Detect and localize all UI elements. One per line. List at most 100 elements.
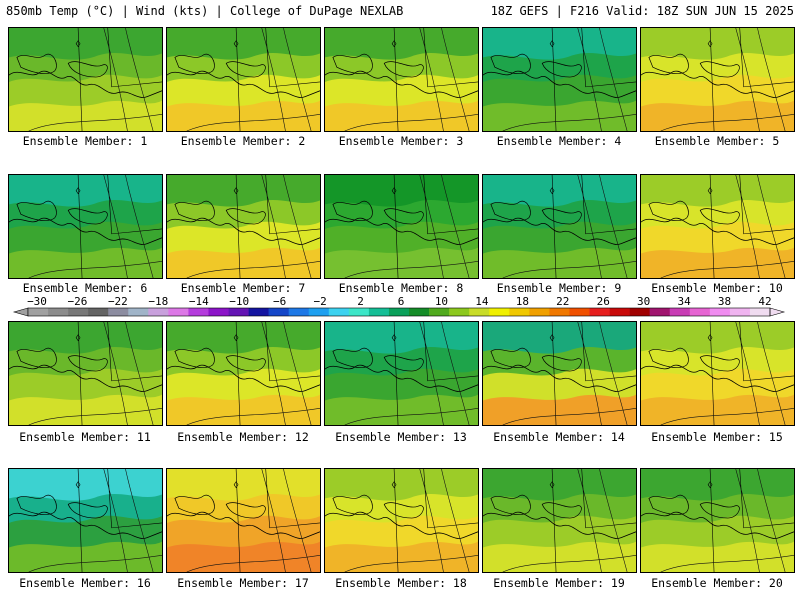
map-title: 850mb Temp (°C) | Wind (kts) | College o… <box>6 4 404 18</box>
colorbar-swatch <box>88 308 109 316</box>
colorbar-swatch <box>108 308 129 316</box>
panel-label: Ensemble Member: 2 <box>180 134 306 148</box>
map-panel <box>166 321 321 426</box>
temperature-field <box>9 28 162 131</box>
colorbar-swatch <box>469 308 490 316</box>
colorbar-swatch <box>348 308 370 316</box>
colorbar-tick-label: 18 <box>515 295 529 308</box>
colorbar-swatch <box>669 308 691 316</box>
colorbar-swatch <box>709 308 731 316</box>
colorbar-right-arrow <box>769 307 786 317</box>
colorbar-tick-label: −2 <box>313 295 327 308</box>
colorbar-swatch <box>208 308 229 316</box>
valid-time: 18Z GEFS | F216 Valid: 18Z SUN JUN 15 20… <box>490 4 794 18</box>
panel-label: Ensemble Member: 11 <box>19 430 151 444</box>
temperature-field <box>325 175 478 278</box>
panel-label: Ensemble Member: 15 <box>651 430 783 444</box>
panel-label: Ensemble Member: 5 <box>654 134 780 148</box>
colorbar-tick-label: 30 <box>637 295 651 308</box>
temperature-field <box>167 322 320 425</box>
colorbar-swatch <box>549 308 570 316</box>
panel-label: Ensemble Member: 7 <box>180 281 306 295</box>
colorbar-tick-label: 22 <box>556 295 570 308</box>
panel-label: Ensemble Member: 19 <box>493 576 625 590</box>
colorbar-swatch <box>328 308 350 316</box>
colorbar-swatch <box>288 308 310 316</box>
map-panel <box>8 174 163 279</box>
colorbar-swatch <box>148 308 169 316</box>
temperature-colorbar <box>12 307 786 317</box>
temperature-field <box>483 469 636 572</box>
colorbar-swatch <box>509 308 530 316</box>
map-panel <box>482 468 637 573</box>
colorbar-labels: −30 −26 −22 −18 −14 −10 −6 −2 2 6 10 14 18 22 26 30 34 38… <box>0 296 800 309</box>
temperature-field <box>641 469 794 572</box>
temperature-field <box>325 28 478 131</box>
colorbar-tick-label: −14 <box>188 295 209 308</box>
colorbar-swatch <box>749 308 771 316</box>
colorbar-swatch <box>188 308 209 316</box>
colorbar-tick-label: 26 <box>596 295 610 308</box>
temperature-field <box>9 175 162 278</box>
colorbar-swatch <box>409 308 430 316</box>
colorbar-tick-label: −18 <box>148 295 169 308</box>
colorbar-swatch <box>48 308 69 316</box>
colorbar-swatch <box>28 308 49 316</box>
temperature-field <box>325 469 478 572</box>
map-panel <box>324 468 479 573</box>
panel-label: Ensemble Member: 17 <box>177 576 309 590</box>
colorbar-swatch <box>248 308 269 316</box>
map-panel <box>482 321 637 426</box>
temperature-field <box>167 175 320 278</box>
colorbar-swatch <box>689 308 711 316</box>
temperature-field <box>167 469 320 572</box>
colorbar-swatch <box>529 308 550 316</box>
panel-label: Ensemble Member: 3 <box>338 134 464 148</box>
colorbar-tick-label: −6 <box>273 295 287 308</box>
colorbar-swatch <box>589 308 610 316</box>
map-panel <box>482 27 637 132</box>
map-panel <box>166 27 321 132</box>
temperature-field <box>641 28 794 131</box>
colorbar-tick-label: 42 <box>758 295 772 308</box>
temperature-field <box>483 322 636 425</box>
panel-label: Ensemble Member: 10 <box>651 281 783 295</box>
map-panel <box>8 27 163 132</box>
colorbar-swatch <box>308 308 330 316</box>
map-panel <box>482 174 637 279</box>
colorbar-tick-label: 2 <box>357 295 364 308</box>
colorbar-tick-label: −22 <box>107 295 128 308</box>
map-panel <box>166 468 321 573</box>
map-panel <box>324 27 479 132</box>
colorbar-tick-label: −26 <box>67 295 88 308</box>
map-panel <box>640 321 795 426</box>
temperature-field <box>9 469 162 572</box>
panel-label: Ensemble Member: 18 <box>335 576 467 590</box>
colorbar-tick-label: 6 <box>397 295 405 308</box>
map-panel <box>324 174 479 279</box>
temperature-field <box>167 28 320 131</box>
colorbar-tick-label: 34 <box>677 295 691 308</box>
colorbar-swatch <box>68 308 89 316</box>
panel-label: Ensemble Member: 6 <box>22 281 148 295</box>
colorbar-swatch <box>569 308 590 316</box>
colorbar-tick-label: −10 <box>229 295 250 308</box>
panel-label: Ensemble Member: 12 <box>177 430 309 444</box>
map-panel <box>640 174 795 279</box>
colorbar-swatch <box>429 308 450 316</box>
panel-label: Ensemble Member: 1 <box>22 134 148 148</box>
colorbar-swatch <box>729 308 751 316</box>
map-panel <box>640 27 795 132</box>
panel-label: Ensemble Member: 9 <box>496 281 622 295</box>
temperature-field <box>483 175 636 278</box>
map-panel <box>640 468 795 573</box>
panel-label: Ensemble Member: 4 <box>496 134 622 148</box>
panel-label: Ensemble Member: 14 <box>493 430 625 444</box>
colorbar-swatch <box>168 308 189 316</box>
colorbar-swatch <box>489 308 510 316</box>
colorbar-left-arrow <box>12 307 29 317</box>
colorbar-swatch <box>629 308 650 316</box>
temperature-field <box>641 175 794 278</box>
temperature-field <box>483 28 636 131</box>
colorbar-tick-label: 10 <box>434 295 449 308</box>
